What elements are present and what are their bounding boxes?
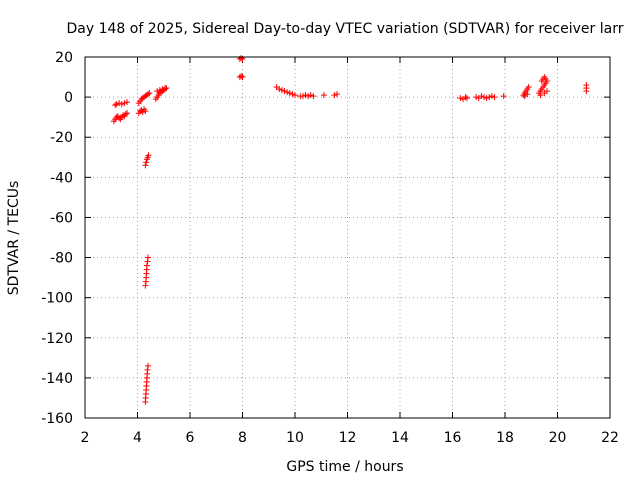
data-point [500,93,507,100]
y-axis-label: SDTVAR / TECUs [6,181,22,296]
y-tick-label: -60 [50,210,73,226]
plot-frame [84,56,611,419]
data-points [110,55,590,405]
data-point [524,91,531,98]
axis-ticks: 2 4 6 8 10 12 14 16 18 20 22 -160 -140 -120 -100 -80 -60… [41,50,619,446]
data-point [286,90,293,97]
x-tick-label: 14 [391,430,409,446]
data-point [143,159,150,166]
data-point [488,93,495,100]
data-point [583,82,590,89]
data-point [305,93,312,100]
data-point [137,108,144,115]
y-tick-label: -160 [41,411,73,427]
data-point [473,94,480,101]
x-tick-label: 10 [286,430,304,446]
data-point [320,92,327,99]
x-tick-label: 16 [444,430,462,446]
data-point [112,102,119,109]
data-point [113,114,120,121]
data-point [481,94,487,101]
data-point [144,258,151,265]
x-tick-label: 18 [496,430,514,446]
data-point [284,89,291,96]
data-point [124,99,130,106]
x-tick-label: 4 [133,430,142,446]
data-point [334,91,340,98]
data-point [310,93,317,100]
y-tick-label: -80 [50,251,73,267]
data-point [142,282,149,289]
data-point [491,94,498,101]
data-point [162,85,169,92]
y-tick-label: -20 [50,130,73,146]
data-point [238,55,245,62]
x-axis-label: GPS time / hours [286,459,403,475]
data-point [113,101,120,108]
data-point [486,94,493,101]
data-point [159,86,166,93]
data-point [139,109,146,116]
x-tick-label: 6 [186,430,195,446]
y-tick-label: -100 [41,291,73,307]
x-tick-label: 22 [601,430,619,446]
data-point [143,262,150,269]
chart-title: Day 148 of 2025, Sidereal Day-to-day VTE… [67,21,624,37]
data-point [145,362,151,369]
data-point [278,87,285,94]
data-point [145,254,151,261]
grid-lines [85,57,610,418]
y-tick-label: 0 [64,90,73,106]
x-tick-label: 2 [81,430,90,446]
data-point [145,152,152,159]
data-point [118,101,125,108]
data-point [457,95,464,102]
data-point [544,78,550,85]
data-point [525,84,532,91]
y-tick-label: -120 [41,331,73,347]
data-point [142,108,149,115]
y-tick-label: -40 [50,170,73,186]
data-point [124,110,130,117]
data-point [462,94,469,101]
data-point [144,366,151,373]
data-point [276,86,283,93]
data-point [145,91,151,98]
data-point [239,74,246,81]
data-point [116,100,123,107]
data-point [120,112,127,119]
data-point [299,93,306,100]
data-point [146,90,153,97]
x-tick-label: 20 [549,430,567,446]
data-point [281,88,288,95]
data-point [238,73,245,80]
data-point [537,92,544,99]
data-point [544,88,550,95]
data-point [307,92,314,99]
data-point [122,111,129,118]
data-point [154,88,161,95]
data-point [142,162,149,169]
y-tick-label: 20 [55,50,73,66]
data-point [292,92,298,99]
data-point [331,92,338,99]
data-point [121,100,128,107]
data-point [463,95,470,102]
data-point [289,91,296,98]
x-tick-label: 8 [238,430,247,446]
data-point [302,92,309,99]
y-tick-label: -140 [41,371,73,387]
data-point [156,87,163,94]
data-point [478,93,485,100]
data-point [116,115,123,122]
x-tick-label: 12 [339,430,357,446]
data-point [483,95,490,102]
